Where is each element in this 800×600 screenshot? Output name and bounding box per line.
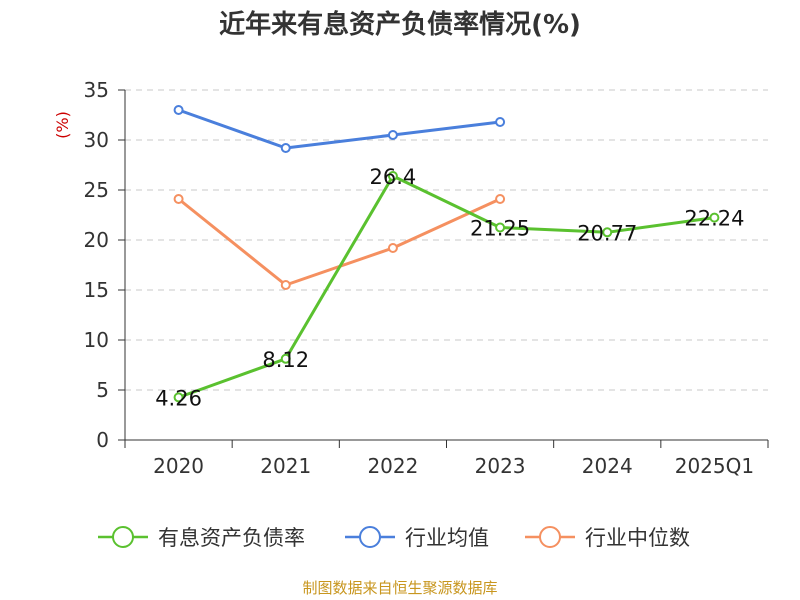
data-label-2024: 20.77 bbox=[577, 221, 637, 245]
data-point-s2-3 bbox=[495, 194, 506, 204]
series-line-0 bbox=[178, 174, 715, 399]
data-point-s2-2 bbox=[387, 243, 398, 253]
data-point-s0-3 bbox=[495, 222, 506, 233]
grid-lines bbox=[125, 89, 768, 391]
data-point-s2-1 bbox=[280, 280, 291, 290]
data-labels: 4.26 8.12 26.4 21.25 20.77 22.24 bbox=[155, 165, 744, 410]
series bbox=[173, 105, 720, 403]
data-point-s2-0 bbox=[173, 194, 184, 204]
y-tick-label-20: 20 bbox=[84, 228, 109, 252]
legend-marker-icon-2 bbox=[539, 526, 561, 548]
series-line-2 bbox=[177, 197, 501, 287]
x-tick-label-2022: 2022 bbox=[367, 454, 418, 478]
series-line-1 bbox=[178, 108, 501, 150]
data-label-2020: 4.26 bbox=[155, 386, 202, 410]
data-point-s0-0 bbox=[173, 392, 184, 403]
data-label-2023: 21.25 bbox=[470, 217, 530, 241]
x-tick-label-2025Q1: 2025Q1 bbox=[675, 454, 754, 478]
legend-label-0[interactable]: 有息资产负债率 bbox=[158, 526, 305, 550]
axes: 0 5 10 15 20 25 30 35 2020 2021 2022 2023 2024 2025Q1 bbox=[84, 78, 769, 478]
x-tick-label-2021: 2021 bbox=[260, 454, 311, 478]
data-point-s1-2 bbox=[387, 130, 398, 140]
data-point-s0-4 bbox=[602, 227, 613, 238]
data-label-2022: 26.4 bbox=[370, 165, 417, 189]
legend-marker-icon-1 bbox=[359, 526, 381, 548]
source-note: 制图数据来自恒生聚源数据库 bbox=[302, 579, 497, 597]
legend: 有息资产负债率 行业均值 行业中位数 bbox=[98, 526, 690, 550]
x-tick-label-2023: 2023 bbox=[475, 454, 526, 478]
y-tick-label-0: 0 bbox=[96, 428, 109, 452]
data-point-s1-1 bbox=[280, 143, 291, 153]
x-tick-label-2020: 2020 bbox=[153, 454, 204, 478]
data-label-2025Q1: 22.24 bbox=[684, 207, 744, 231]
y-axis-label: (%) bbox=[53, 111, 72, 139]
y-tick-label-35: 35 bbox=[84, 78, 109, 102]
y-tick-label-5: 5 bbox=[96, 378, 109, 402]
x-tick-label-2024: 2024 bbox=[582, 454, 633, 478]
legend-label-1[interactable]: 行业均值 bbox=[405, 526, 489, 550]
y-tick-label-30: 30 bbox=[84, 128, 109, 152]
data-point-s1-0 bbox=[173, 105, 184, 115]
chart-title: 近年来有息资产负债率情况(%) bbox=[219, 9, 581, 40]
legend-label-2[interactable]: 行业中位数 bbox=[585, 526, 690, 550]
data-point-s1-3 bbox=[495, 117, 506, 127]
legend-marker-icon-0 bbox=[112, 526, 134, 548]
data-label-2021: 8.12 bbox=[262, 348, 309, 372]
y-tick-label-25: 25 bbox=[84, 178, 109, 202]
y-tick-label-15: 15 bbox=[84, 278, 109, 302]
data-point-s0-2 bbox=[387, 171, 398, 181]
y-tick-label-10: 10 bbox=[84, 328, 109, 352]
data-point-s0-5 bbox=[709, 212, 720, 223]
data-point-s0-1 bbox=[280, 353, 291, 364]
